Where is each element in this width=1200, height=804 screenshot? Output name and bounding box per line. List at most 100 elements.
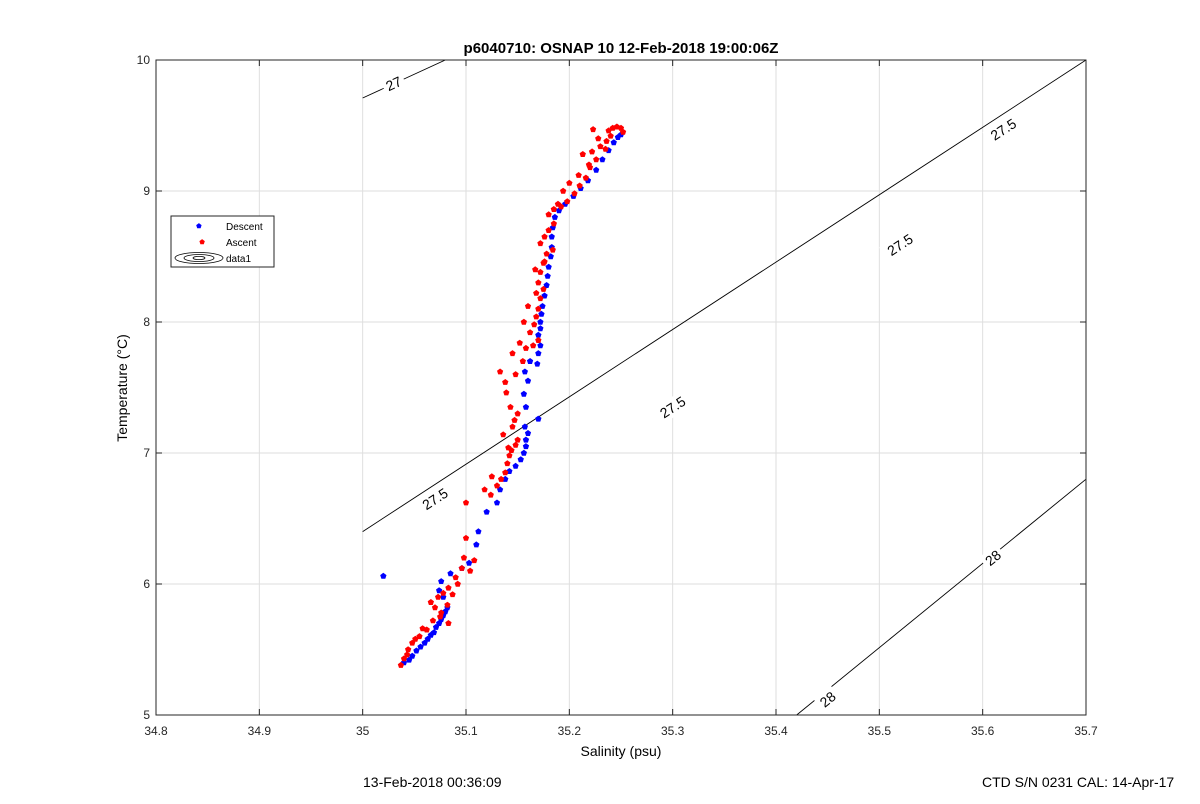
x-tick-label: 34.8 [144, 724, 168, 738]
point-ascent [445, 620, 452, 626]
x-tick-label: 35.3 [661, 724, 685, 738]
point-descent [483, 508, 490, 515]
point-descent [447, 570, 454, 577]
point-ascent [595, 135, 602, 142]
point-ascent [571, 190, 578, 197]
contour-label-bg [982, 111, 1025, 148]
y-tick-label: 10 [137, 53, 151, 67]
point-descent [599, 156, 606, 163]
contour-label-group: 28 [813, 685, 842, 714]
plot-area [156, 60, 1086, 715]
point-descent [380, 572, 387, 579]
point-descent [430, 629, 438, 636]
point-descent [535, 331, 542, 338]
point-ascent [540, 285, 547, 292]
point-ascent [497, 368, 504, 375]
point-ascent [585, 161, 593, 168]
point-descent [538, 310, 545, 317]
plot-frame [155, 59, 1087, 716]
y-tick-label: 9 [143, 184, 150, 198]
point-ascent [541, 258, 548, 265]
point-ascent [537, 268, 544, 275]
y-axis-label: Temperature (°C) [114, 334, 130, 442]
y-tick-label: 5 [143, 708, 150, 722]
contour-label-group: 27 [379, 70, 408, 97]
series-ascent [397, 123, 627, 668]
point-descent [436, 587, 443, 594]
point-descent [543, 282, 550, 288]
point-ascent [487, 491, 494, 498]
legend-item-ascent: Ascent [199, 238, 257, 249]
point-descent [520, 449, 527, 456]
point-descent [534, 360, 541, 367]
point-ascent [419, 625, 426, 632]
y-tick-label: 8 [143, 315, 150, 329]
legend-marker-ascent [199, 239, 205, 245]
contour-line-27 [362, 60, 446, 99]
point-ascent [516, 339, 523, 346]
point-ascent [467, 567, 474, 574]
x-tick-label: 35 [356, 724, 370, 738]
point-ascent [404, 651, 411, 658]
point-descent [551, 213, 558, 220]
point-ascent [526, 329, 534, 336]
footer-timestamp: 13-Feb-2018 00:36:09 [363, 774, 502, 790]
point-ascent [488, 473, 495, 480]
point-ascent [506, 452, 513, 459]
contour-label: 27 [383, 73, 404, 94]
point-ascent [509, 423, 516, 430]
point-ascent [619, 128, 627, 135]
point-descent [517, 456, 524, 463]
point-ascent [535, 337, 542, 343]
point-ascent [462, 534, 470, 541]
contour-label-group: 28 [978, 543, 1008, 572]
point-ascent [514, 436, 521, 443]
x-tick-label: 35.4 [764, 724, 788, 738]
point-ascent [405, 646, 412, 653]
legend-item-descent: Descent [196, 222, 263, 233]
x-axis-label: Salinity (psu) [581, 743, 662, 759]
point-ascent [511, 416, 518, 423]
y-tick-label: 7 [143, 446, 150, 460]
point-ascent [537, 240, 544, 247]
point-descent [539, 303, 546, 309]
point-ascent [550, 220, 557, 227]
point-ascent [449, 591, 456, 598]
x-tick-label: 35.7 [1074, 724, 1098, 738]
contour-label-bg [978, 543, 1008, 572]
point-descent [521, 368, 528, 375]
point-ascent [435, 593, 442, 600]
point-ascent [514, 410, 521, 417]
point-descent [524, 377, 532, 384]
point-ascent [502, 379, 509, 385]
point-descent [473, 541, 480, 548]
point-ascent [607, 132, 614, 139]
point-descent [537, 325, 544, 332]
point-descent [541, 292, 548, 299]
point-ascent [462, 499, 470, 506]
point-descent [593, 166, 600, 173]
point-ascent [582, 174, 589, 181]
point-ascent [535, 305, 542, 312]
point-ascent [500, 431, 507, 438]
point-ascent [452, 574, 459, 581]
point-descent [544, 272, 551, 279]
point-ascent [554, 200, 562, 207]
point-ascent [460, 554, 468, 561]
point-descent [512, 462, 519, 469]
point-ascent [576, 182, 583, 189]
point-descent [520, 390, 527, 397]
point-ascent [512, 441, 519, 448]
point-ascent [543, 250, 550, 257]
point-ascent [588, 148, 596, 155]
point-descent [417, 643, 424, 650]
point-ascent [505, 444, 512, 451]
contour-icon [174, 252, 224, 264]
point-descent [409, 652, 416, 659]
x-tick-label: 35.1 [454, 724, 478, 738]
point-ascent [549, 246, 556, 253]
point-ascent [545, 227, 552, 233]
point-ascent [519, 358, 526, 364]
x-tick-label: 35.5 [868, 724, 892, 738]
